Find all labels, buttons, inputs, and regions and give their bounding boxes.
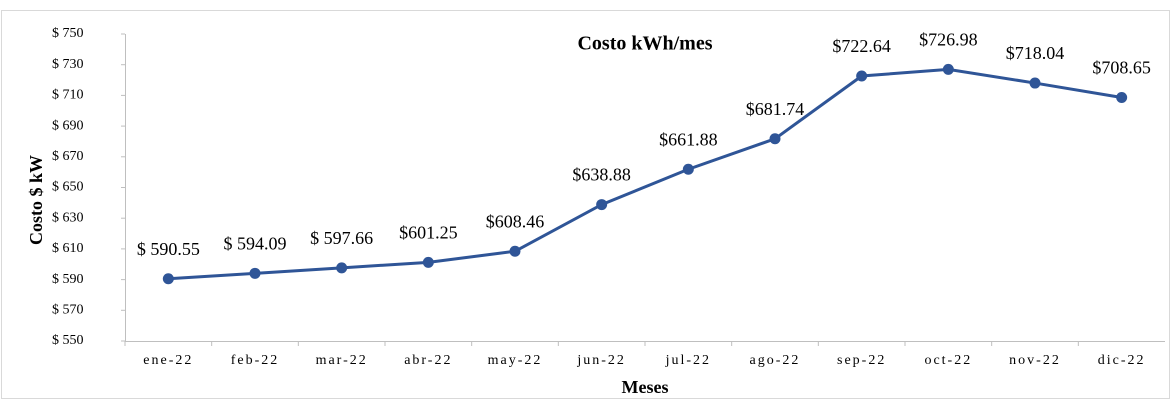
series-line: [168, 67, 1122, 281]
chart-border: [1, 10, 1170, 399]
data-label: $601.25: [399, 222, 458, 242]
data-label: $708.65: [1092, 58, 1151, 78]
data-point: [162, 273, 174, 285]
data-label: $718.04: [1006, 43, 1065, 63]
chart-title: Costo kWh/mes: [577, 33, 712, 55]
y-tick-label: $ 610: [52, 241, 84, 256]
data-label: $726.98: [919, 29, 978, 49]
x-tick-label: mar-22: [316, 353, 368, 368]
data-label: $722.64: [832, 36, 891, 56]
data-point: [856, 70, 868, 82]
y-tick-label: $ 690: [52, 118, 84, 133]
x-axis-label: Meses: [622, 377, 669, 397]
x-tick-label: nov-22: [1009, 353, 1061, 368]
data-point: [1029, 77, 1041, 89]
y-axis-label: Costo $ kW: [26, 155, 46, 245]
data-label: $608.46: [486, 211, 545, 231]
data-label: $661.88: [659, 129, 718, 149]
x-tick-label: sep-22: [837, 353, 886, 368]
y-tick-label: $ 730: [52, 57, 84, 72]
data-label: $638.88: [572, 165, 631, 185]
y-tick-label: $ 570: [52, 303, 84, 318]
x-tick-label: dic-22: [1098, 353, 1146, 368]
y-tick-label: $ 710: [52, 88, 84, 103]
data-point: [249, 267, 261, 279]
x-tick-label: ago-22: [750, 353, 801, 368]
y-tick-label: $ 650: [52, 180, 84, 195]
data-point: [422, 256, 434, 268]
y-tick-label: $ 550: [52, 333, 84, 348]
data-point: [336, 262, 348, 274]
x-tick-label: feb-22: [231, 353, 280, 368]
x-tick-label: jul-22: [665, 353, 711, 368]
x-tick-label: abr-22: [404, 353, 452, 368]
data-label: $ 597.66: [310, 228, 373, 248]
data-point: [1116, 91, 1128, 103]
x-tick-label: may-22: [488, 353, 543, 368]
x-tick-label: oct-22: [924, 353, 972, 368]
data-label: $681.74: [746, 99, 805, 119]
data-point: [509, 245, 521, 257]
y-tick-label: $ 590: [52, 272, 84, 287]
y-tick-label: $ 630: [52, 210, 84, 225]
data-label: $ 594.09: [224, 233, 287, 253]
y-tick-label: $ 670: [52, 149, 84, 164]
data-point: [682, 163, 694, 175]
data-point: [769, 133, 781, 145]
y-tick-label: $ 750: [52, 26, 84, 41]
data-point: [596, 199, 608, 211]
data-point: [942, 63, 954, 75]
x-tick-label: ene-22: [143, 353, 193, 368]
x-tick-label: jun-22: [576, 353, 626, 368]
data-label: $ 590.55: [137, 239, 200, 259]
